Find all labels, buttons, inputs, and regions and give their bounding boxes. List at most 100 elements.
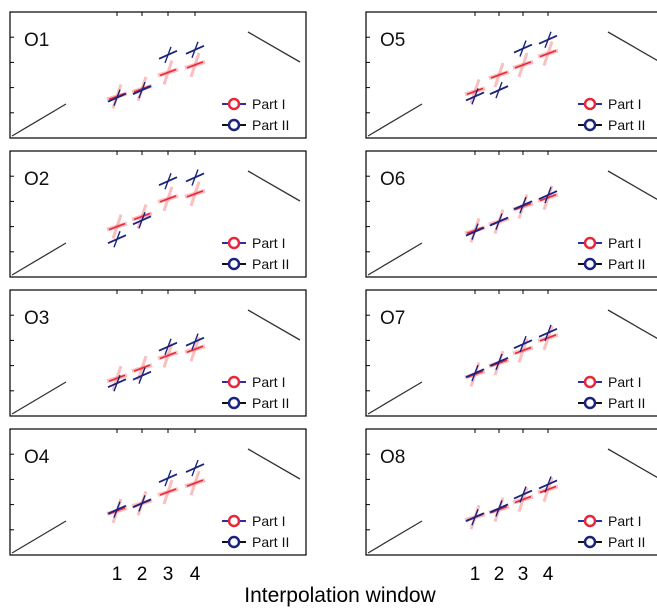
legend-part2-label: Part II <box>252 256 289 272</box>
panel-frame <box>9 11 307 139</box>
part2-mark <box>138 81 146 99</box>
diagonal-guide-line <box>607 31 657 62</box>
part2-mark <box>138 367 146 384</box>
diagonal-guide-line <box>247 448 301 480</box>
part1-mark <box>539 334 557 342</box>
part2-mark <box>164 469 172 487</box>
part1-mark <box>133 364 151 372</box>
x-tick-label: 1 <box>470 564 481 585</box>
chart-panel: O6 Part I Part II <box>365 150 657 278</box>
part1-mark <box>186 479 204 487</box>
diagonal-guide-line <box>607 309 657 340</box>
legend-part2-marker <box>583 118 597 132</box>
panel-frame <box>365 428 657 556</box>
x-tick-label: 2 <box>494 564 505 585</box>
legend-part1-label: Part I <box>252 513 285 529</box>
part2-mark <box>471 508 479 526</box>
part2-mark <box>544 186 552 204</box>
part1-mark <box>159 488 177 496</box>
part2-mark <box>495 500 503 517</box>
legend-part1-marker <box>583 514 597 528</box>
chart-panel: O2 Part I Part II <box>9 150 307 278</box>
chart-panel: O5 Part I Part II <box>365 11 657 139</box>
part1-mark <box>186 345 204 353</box>
panel-title: O1 <box>24 30 49 51</box>
x-tick-label: 2 <box>137 564 148 585</box>
chart-panel: O8 Part I Part II <box>365 428 657 556</box>
part2-mark <box>113 89 121 106</box>
part2-mark <box>495 353 503 371</box>
legend-part1-label: Part I <box>252 235 285 251</box>
chart-panel: O4 Part I Part II <box>9 428 307 556</box>
diagonal-guide-line <box>367 381 423 415</box>
part2-mark <box>471 364 479 382</box>
part1-mark <box>108 222 126 231</box>
part2-mark <box>191 333 199 350</box>
part2-mark <box>138 212 146 229</box>
panel-title: O7 <box>380 308 405 329</box>
part2-mark <box>544 476 552 493</box>
part1-mark <box>539 49 557 58</box>
part1-mark <box>539 193 557 202</box>
legend-part2-marker <box>227 535 241 549</box>
legend-part1-label: Part I <box>608 374 641 390</box>
legend-part2-marker <box>227 396 241 410</box>
chart-panel: O7 Part I Part II <box>365 289 657 417</box>
part1-mark <box>159 195 177 203</box>
x-axis-label: Interpolation window <box>244 584 436 607</box>
panels-layer: O1 Part I Part II O2 Part I Part II O3 Part I Pa… <box>9 11 657 556</box>
diagonal-guide-line <box>11 103 67 137</box>
panel-title: O6 <box>380 169 405 190</box>
diagonal-guide-line <box>11 520 67 554</box>
diagonal-guide-line <box>247 31 301 63</box>
x-tick-label: 4 <box>190 564 201 585</box>
legend-part2-marker <box>583 535 597 549</box>
legend-part1-label: Part I <box>252 374 285 390</box>
part1-mark <box>108 374 126 382</box>
part2-mark <box>471 88 479 105</box>
part1-mark <box>539 485 557 494</box>
legend-part1-label: Part I <box>608 235 641 251</box>
panel-frame <box>9 150 307 278</box>
legend-part2-marker <box>583 257 597 271</box>
part2-mark <box>519 486 527 503</box>
panel-title: O8 <box>380 447 405 468</box>
part1-mark <box>466 87 484 96</box>
legend-part1-marker <box>583 97 597 111</box>
panel-frame <box>9 428 307 556</box>
legend-part2-marker <box>227 257 241 271</box>
part2-mark <box>164 46 172 64</box>
x-tick-label: 3 <box>163 564 174 585</box>
legend-part2-label: Part II <box>252 395 289 411</box>
legend-part1-marker <box>227 375 241 389</box>
diagonal-guide-line <box>247 170 301 202</box>
part1-mark <box>490 71 508 79</box>
part1-mark <box>159 351 177 360</box>
diagonal-guide-line <box>607 448 657 479</box>
diagonal-guide-line <box>367 242 423 276</box>
panel-frame <box>365 289 657 417</box>
part2-mark <box>191 41 199 59</box>
legend-part1-label: Part I <box>252 96 285 112</box>
legend-part1-marker <box>583 375 597 389</box>
part1-mark <box>514 61 532 69</box>
legend-part2-label: Part II <box>252 534 289 550</box>
x-tick-label: 1 <box>112 564 123 585</box>
panel-title: O2 <box>24 169 49 190</box>
panel-title: O5 <box>380 30 405 51</box>
part1-mark <box>186 190 204 198</box>
chart-panel: O1 Part I Part II <box>9 11 307 139</box>
part1-mark <box>514 346 532 355</box>
part2-mark <box>164 338 172 355</box>
part2-mark <box>191 459 199 477</box>
part2-mark <box>113 230 121 248</box>
part2-mark <box>544 324 552 342</box>
legend-part2-label: Part II <box>608 256 645 272</box>
part2-mark <box>113 501 121 518</box>
legend-part2-marker <box>227 118 241 132</box>
part1-mark <box>159 68 177 77</box>
legend-part2-label: Part II <box>252 117 289 133</box>
legend-part1-label: Part I <box>608 96 641 112</box>
part2-mark <box>471 223 479 240</box>
